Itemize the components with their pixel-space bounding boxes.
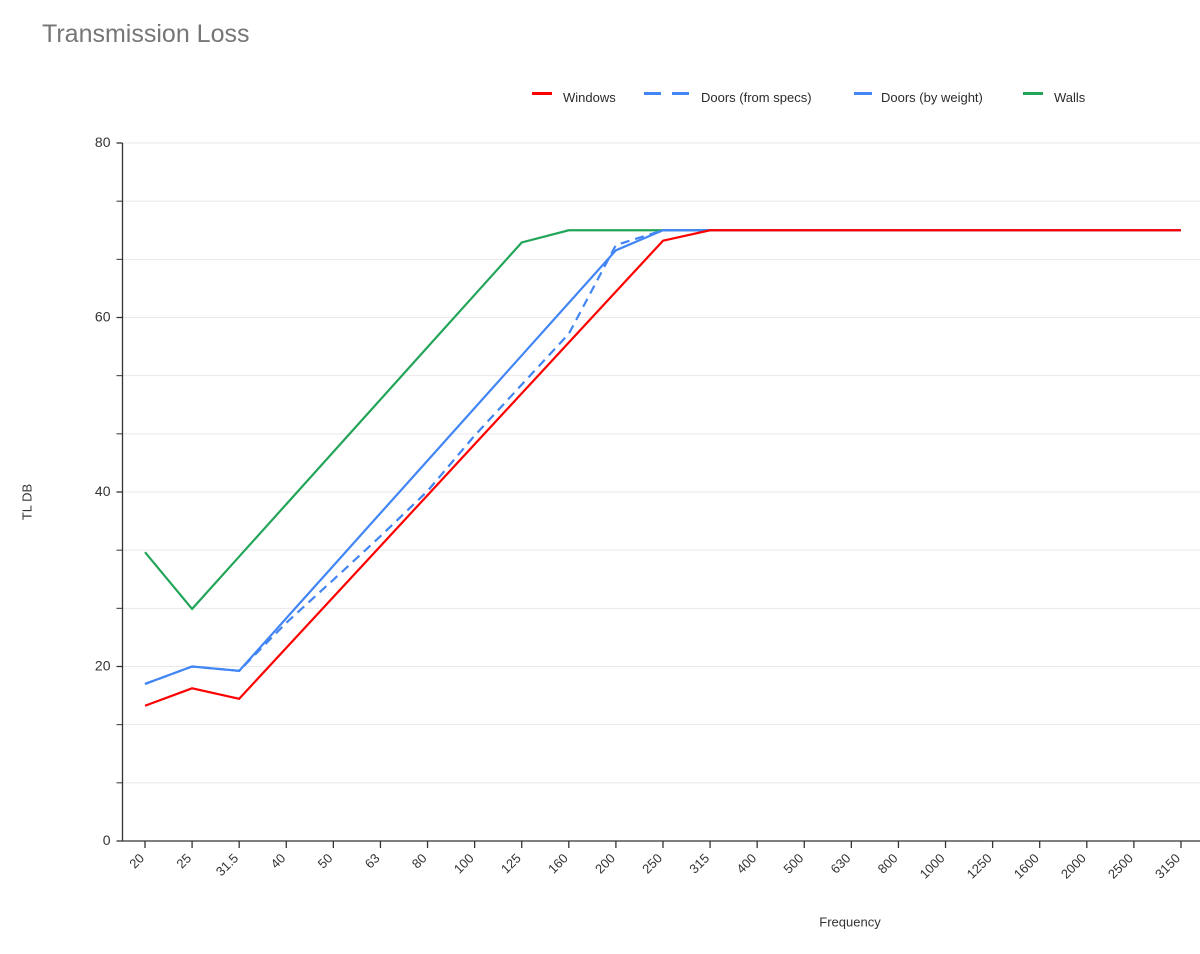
svg-text:50: 50: [315, 851, 336, 872]
svg-text:31.5: 31.5: [213, 851, 242, 880]
svg-text:1000: 1000: [917, 851, 948, 882]
svg-text:0: 0: [103, 832, 111, 848]
svg-text:800: 800: [875, 851, 901, 877]
svg-text:20: 20: [95, 658, 111, 674]
svg-text:200: 200: [592, 851, 618, 877]
svg-text:25: 25: [173, 851, 194, 872]
svg-text:250: 250: [639, 851, 665, 877]
svg-text:3150: 3150: [1152, 851, 1183, 882]
svg-text:1600: 1600: [1011, 851, 1042, 882]
svg-text:40: 40: [268, 851, 289, 872]
svg-text:2500: 2500: [1105, 851, 1136, 882]
svg-text:80: 80: [95, 134, 111, 150]
svg-text:1250: 1250: [964, 851, 995, 882]
svg-text:40: 40: [95, 483, 111, 499]
svg-text:60: 60: [95, 309, 111, 325]
svg-text:100: 100: [451, 851, 477, 877]
svg-text:125: 125: [498, 851, 524, 877]
svg-text:315: 315: [686, 851, 712, 877]
svg-text:20: 20: [126, 851, 147, 872]
svg-text:400: 400: [733, 851, 759, 877]
svg-text:63: 63: [362, 851, 383, 872]
svg-text:160: 160: [545, 851, 571, 877]
svg-text:80: 80: [409, 851, 430, 872]
svg-text:500: 500: [780, 851, 806, 877]
svg-text:2000: 2000: [1058, 851, 1089, 882]
svg-text:630: 630: [828, 851, 854, 877]
